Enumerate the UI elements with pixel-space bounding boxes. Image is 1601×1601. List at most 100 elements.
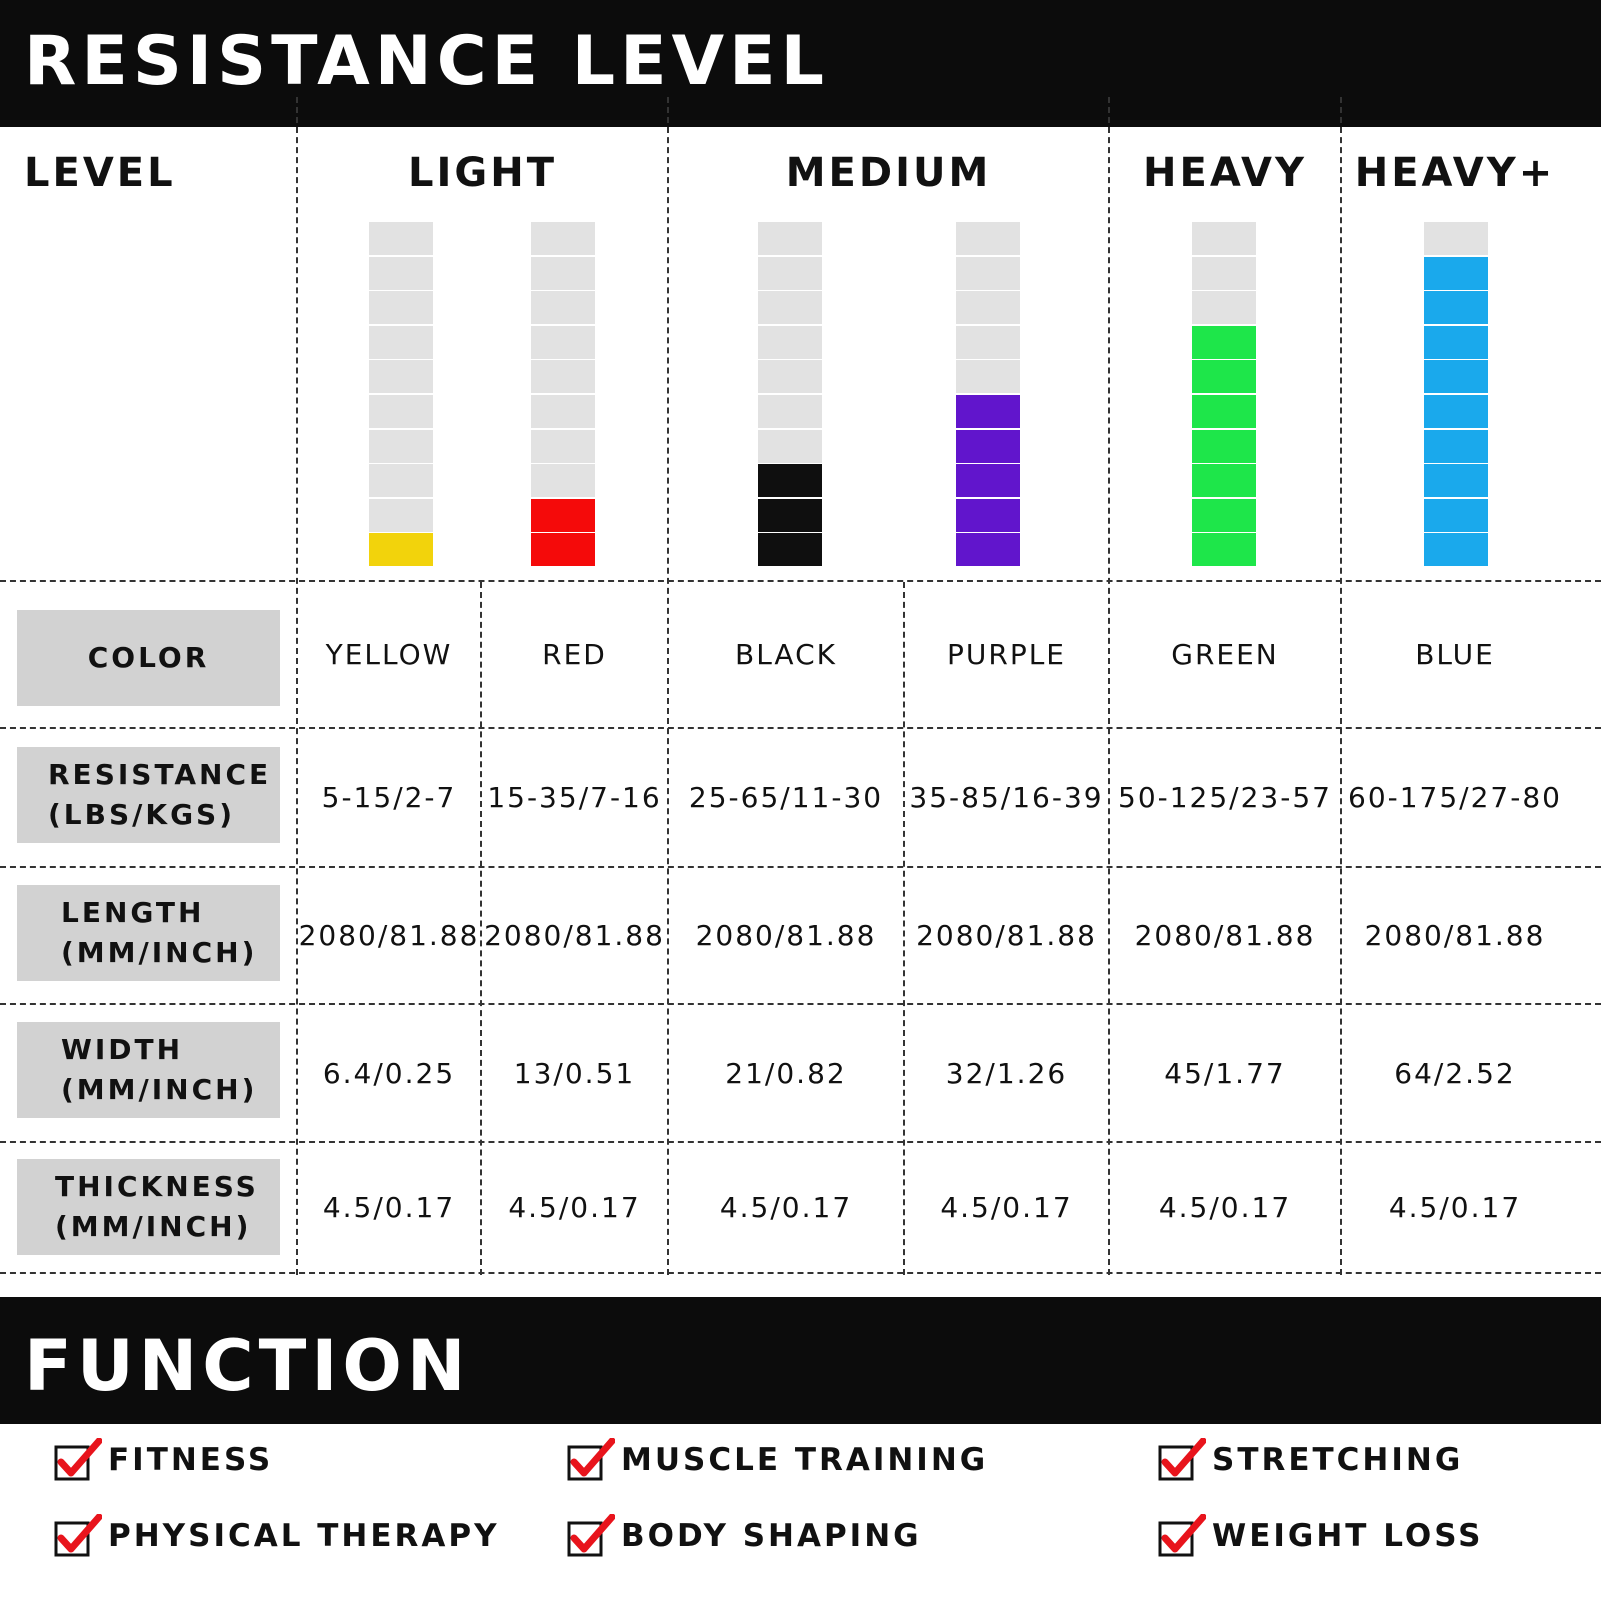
- cell-length: 2080/81.88: [298, 919, 480, 952]
- bar-segment-empty: [758, 222, 822, 255]
- cell-resistance: 25-65/11-30: [688, 781, 884, 814]
- bar-segment-empty: [531, 430, 595, 463]
- bar-segment-filled: [956, 395, 1020, 428]
- cell-width: 64/2.52: [1394, 1056, 1516, 1090]
- bar-segment-empty: [1192, 291, 1256, 324]
- cell-width: 13/0.51: [513, 1056, 636, 1090]
- bar-segment-filled: [1424, 257, 1488, 290]
- cell-color: PURPLE: [946, 638, 1066, 671]
- bar-segment-filled: [1424, 395, 1488, 428]
- cell-color: BLACK: [734, 638, 838, 671]
- bar-segment-filled: [531, 533, 595, 566]
- cell-resistance: 35-85/16-39: [909, 781, 1104, 814]
- bar-segment-filled: [956, 430, 1020, 463]
- bar-segment-empty: [1424, 222, 1488, 255]
- checkmark-icon: [54, 1438, 102, 1481]
- bar-segment-empty: [531, 257, 595, 290]
- cell-thickness: 4.5/0.17: [1158, 1191, 1292, 1224]
- resistance-bar-black: [758, 222, 822, 568]
- bar-segment-filled: [1192, 499, 1256, 532]
- bar-segment-filled: [1424, 430, 1488, 463]
- function-label: WEIGHT LOSS: [1212, 1518, 1484, 1554]
- bar-segment-filled: [1424, 360, 1488, 393]
- checkmark-icon: [567, 1438, 615, 1481]
- bar-segment-empty: [531, 464, 595, 497]
- cell-length: 2080/81.88: [695, 919, 877, 952]
- cell-resistance: 60-175/27-80: [1348, 781, 1562, 814]
- bar-segment-filled: [1192, 395, 1256, 428]
- grid-line: [0, 1272, 1601, 1274]
- grid-line: [0, 866, 1601, 868]
- cell-color: RED: [542, 638, 607, 671]
- bar-segment-filled: [956, 464, 1020, 497]
- bar-segment-empty: [758, 395, 822, 428]
- function-banner: FUNCTION: [0, 1297, 1601, 1424]
- bar-segment-empty: [956, 291, 1020, 324]
- row-label-width-text: WIDTH (MM/INCH): [61, 1033, 258, 1106]
- bar-segment-filled: [1192, 430, 1256, 463]
- cell-length: 2080/81.88: [1364, 919, 1546, 952]
- function-title: FUNCTION: [24, 1325, 471, 1407]
- level-header: LEVEL: [24, 150, 176, 196]
- cell-width: 21/0.82: [725, 1056, 847, 1090]
- cell-thickness: 4.5/0.17: [1388, 1191, 1522, 1224]
- cell-width: 6.4/0.25: [322, 1056, 456, 1090]
- cell-color: BLUE: [1415, 638, 1495, 671]
- bar-segment-empty: [369, 464, 433, 497]
- bar-segment-empty: [369, 326, 433, 359]
- bar-segment-filled: [1192, 533, 1256, 566]
- bar-segment-empty: [758, 326, 822, 359]
- function-item-stretching: STRETCHING: [1158, 1438, 1463, 1482]
- resistance-level-title: RESISTANCE LEVEL: [24, 22, 829, 101]
- function-label: MUSCLE TRAINING: [621, 1442, 989, 1478]
- grid-line: [296, 97, 298, 1275]
- bar-segment-empty: [369, 395, 433, 428]
- bar-segment-empty: [758, 257, 822, 290]
- grid-line: [1340, 97, 1342, 1275]
- cell-resistance: 50-125/23-57: [1118, 781, 1332, 814]
- bar-segment-filled: [758, 533, 822, 566]
- function-item-muscle-training: MUSCLE TRAINING: [567, 1438, 988, 1482]
- resistance-bar-green: [1192, 222, 1256, 568]
- row-label-thickness-text: THICKNESS (MM/INCH): [55, 1170, 259, 1243]
- bar-segment-empty: [758, 430, 822, 463]
- bar-segment-empty: [369, 222, 433, 255]
- bar-segment-filled: [1424, 533, 1488, 566]
- cell-thickness: 4.5/0.17: [508, 1191, 641, 1224]
- bar-segment-empty: [1192, 257, 1256, 290]
- row-label-width: WIDTH (MM/INCH): [17, 1022, 280, 1118]
- cell-resistance: 15-35/7-16: [487, 781, 662, 814]
- bar-segment-filled: [1192, 464, 1256, 497]
- row-label-length: LENGTH (MM/INCH): [17, 885, 280, 981]
- bar-segment-filled: [369, 533, 433, 566]
- bar-segment-filled: [1424, 326, 1488, 359]
- cell-width: 32/1.26: [945, 1056, 1068, 1090]
- bar-segment-filled: [1424, 499, 1488, 532]
- bar-segment-empty: [956, 360, 1020, 393]
- checkmark-icon: [1158, 1438, 1206, 1481]
- group-header-light: LIGHT: [408, 150, 557, 196]
- checkmark-icon: [1158, 1514, 1206, 1557]
- bar-segment-empty: [956, 326, 1020, 359]
- grid-line: [1108, 97, 1110, 1275]
- cell-thickness: 4.5/0.17: [719, 1191, 853, 1224]
- bar-segment-filled: [1192, 360, 1256, 393]
- checkmark-icon: [567, 1514, 615, 1557]
- cell-color: GREEN: [1171, 638, 1279, 671]
- resistance-bar-yellow: [369, 222, 433, 568]
- bar-segment-empty: [956, 257, 1020, 290]
- row-label-length-text: LENGTH (MM/INCH): [61, 896, 258, 969]
- group-header-heavy: HEAVY: [1143, 150, 1307, 196]
- function-item-physical-therapy: PHYSICAL THERAPY: [54, 1514, 500, 1558]
- bar-segment-empty: [369, 499, 433, 532]
- resistance-level-banner: RESISTANCE LEVEL: [0, 0, 1601, 127]
- row-label-resistance: RESISTANCE (LBS/KGS): [17, 747, 280, 843]
- bar-segment-empty: [758, 360, 822, 393]
- bar-segment-filled: [1192, 326, 1256, 359]
- bar-segment-filled: [956, 499, 1020, 532]
- row-label-color: COLOR: [17, 610, 280, 706]
- bar-segment-filled: [531, 499, 595, 532]
- function-item-body-shaping: BODY SHAPING: [567, 1514, 922, 1558]
- row-label-thickness: THICKNESS (MM/INCH): [17, 1159, 280, 1255]
- function-label: BODY SHAPING: [621, 1518, 922, 1554]
